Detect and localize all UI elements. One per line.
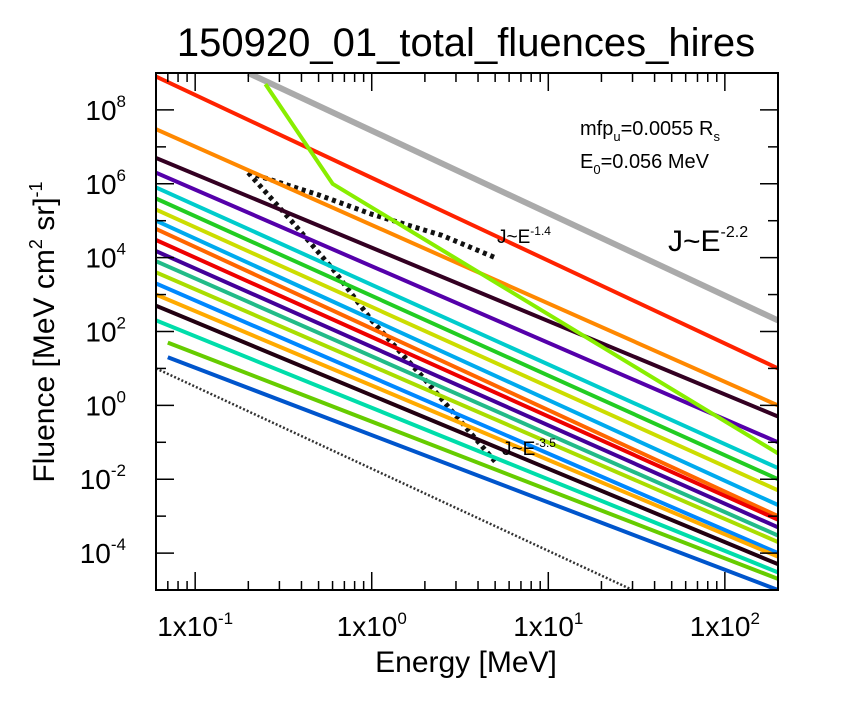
annotation-e0: E0=0.056 MeV xyxy=(580,151,710,177)
y-tick-label: 102 xyxy=(85,314,126,348)
y-tick-label: 104 xyxy=(85,240,126,274)
x-tick-label: 1x10-1 xyxy=(157,609,233,642)
x-tick-label: 1x101 xyxy=(513,609,583,642)
chart-title: 150920_01_total_fluences_hires xyxy=(177,21,755,65)
fluence-series-line-4 xyxy=(263,82,778,456)
y-tick-label: 106 xyxy=(85,166,126,200)
fluence-series-line-11 xyxy=(156,249,778,530)
fluence-series-line-9 xyxy=(156,227,778,518)
y-tick-label: 10-4 xyxy=(80,535,126,569)
fluence-series-line-10 xyxy=(156,238,778,522)
annotation-slope-main: J~E-2.2 xyxy=(668,224,748,258)
y-tick-label: 100 xyxy=(85,387,126,421)
fluence-series-line-2 xyxy=(156,156,778,419)
reference-line-gray-solid xyxy=(247,73,778,324)
x-axis-label: Energy [MeV] xyxy=(375,646,557,679)
y-axis-ticks: 10-4 10-2 100 102 104 106 108 xyxy=(80,72,778,591)
fluence-series-line-0 xyxy=(156,74,778,371)
fluence-series-line-14 xyxy=(156,281,778,555)
fluence-series-line-7 xyxy=(156,207,778,493)
y-tick-label: 10-2 xyxy=(80,461,126,495)
y-tick-label: 108 xyxy=(85,92,126,126)
fluence-series-line-13 xyxy=(156,270,778,544)
annotation-slope-high: J~E-3.5 xyxy=(502,436,556,460)
fluence-series-line-15 xyxy=(156,292,778,559)
fluence-series-line-19 xyxy=(167,355,778,590)
annotation-mfp: mfpu=0.0055 Rs xyxy=(580,118,720,144)
x-axis-ticks: 1x10-1 1x100 1x101 1x102 xyxy=(155,73,779,642)
fluence-series-line-12 xyxy=(156,259,778,538)
fluence-curves xyxy=(156,74,778,590)
x-tick-label: 1x100 xyxy=(337,609,407,642)
fluence-series-line-3 xyxy=(156,170,778,445)
x-tick-label: 1x102 xyxy=(690,609,760,642)
reference-line-black-dotted-low xyxy=(247,170,497,260)
y-axis-label: Fluence [MeV cm2 sr]-1 xyxy=(26,181,61,482)
annotation-slope-low: J~E-1.4 xyxy=(497,224,551,248)
reference-line-dotted xyxy=(156,367,634,590)
fluence-series-line-6 xyxy=(156,196,778,482)
fluence-series-line-5 xyxy=(156,185,778,470)
fluence-series-line-17 xyxy=(156,318,778,575)
fluence-series-line-8 xyxy=(156,218,778,507)
fluence-series-line-16 xyxy=(156,303,778,567)
fluence-series-line-18 xyxy=(167,340,778,581)
